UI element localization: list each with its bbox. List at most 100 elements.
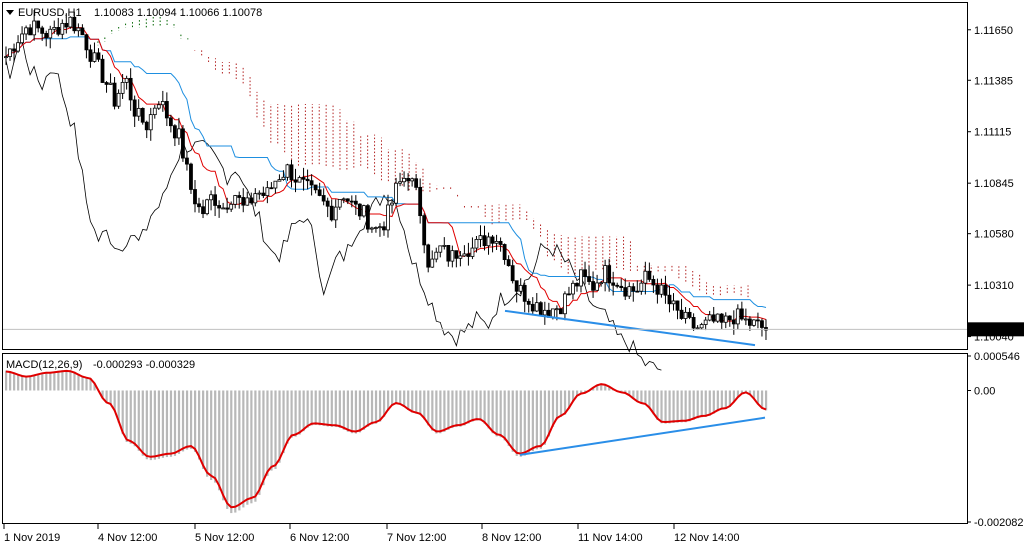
candle-body: [723, 315, 728, 323]
tenkan-sen: [5, 27, 767, 322]
candle-body: [257, 192, 262, 195]
candle-body: [611, 282, 616, 286]
histogram-bar: [49, 371, 52, 391]
histogram-bar: [278, 390, 281, 463]
histogram-bar: [141, 390, 144, 456]
histogram-bar: [684, 390, 687, 423]
macd-layer: [5, 369, 768, 514]
histogram-bar: [559, 390, 563, 418]
histogram-bar: [330, 390, 333, 427]
candle-body: [522, 284, 527, 302]
candle-body: [144, 121, 149, 131]
histogram-bar: [37, 373, 40, 391]
histogram-bar: [105, 390, 108, 404]
histogram-bar: [262, 390, 265, 486]
histogram-bar: [133, 390, 136, 447]
candle-body: [177, 128, 181, 139]
histogram-bar: [69, 370, 72, 391]
candle-body: [687, 311, 692, 318]
histogram-bar: [567, 390, 571, 409]
histogram-bar: [660, 390, 663, 424]
candle-body: [394, 182, 398, 204]
price-tick-label: 1.11115: [974, 127, 1011, 139]
histogram-bar: [608, 386, 611, 391]
candle-body: [482, 235, 487, 247]
candle-body: [229, 203, 234, 210]
histogram-bar: [495, 390, 498, 437]
axis-layer: 1.10078 1.11650 1.11385 1.11115 1.10845 1.105…: [3, 25, 1024, 544]
histogram-bar: [370, 390, 374, 425]
candle-body: [80, 27, 85, 36]
candle-body: [201, 206, 205, 215]
histogram-bar: [250, 390, 253, 504]
candle-body: [619, 285, 624, 288]
histogram-bar: [282, 390, 285, 454]
candle-body: [76, 27, 81, 32]
macd-tick-label: 0.00: [974, 385, 995, 397]
histogram-bar: [17, 373, 20, 391]
candle-body: [595, 282, 599, 291]
candle-body: [502, 244, 507, 261]
histogram-bar: [676, 390, 679, 423]
macd-trendline: [519, 416, 766, 456]
candle-body: [225, 207, 230, 210]
ohlc-values: 1.10083 1.10094 1.10066 1.10078: [94, 7, 262, 19]
histogram-bar: [338, 390, 341, 428]
candle-body: [474, 239, 479, 249]
candle-body: [679, 309, 684, 319]
time-tick-label: 4 Nov 12:00: [98, 532, 157, 544]
histogram-bar: [314, 390, 317, 426]
candle-body: [221, 207, 226, 210]
candle-body: [349, 200, 354, 203]
histogram-bar: [382, 390, 386, 417]
histogram-bar: [153, 390, 156, 460]
histogram-bar: [736, 390, 740, 398]
time-tick-label: 1 Nov 2019: [4, 532, 60, 544]
current-price-label: 1.10078: [972, 324, 1012, 336]
candle-body: [735, 308, 740, 325]
histogram-bar: [563, 390, 567, 415]
candle-body: [156, 104, 161, 109]
candle-body: [293, 179, 298, 183]
candle-body: [217, 205, 222, 209]
kijun-sen: [5, 36, 767, 308]
candle-body: [647, 270, 652, 280]
histogram-bar: [206, 390, 209, 477]
candle-body: [563, 293, 567, 315]
histogram-bar: [551, 390, 555, 427]
candle-body: [510, 265, 515, 282]
candle-body: [530, 303, 535, 312]
histogram-bar: [415, 390, 418, 414]
candle-body: [655, 284, 660, 295]
candle-body: [486, 236, 491, 247]
histogram-bar: [483, 390, 486, 424]
histogram-bar: [342, 390, 345, 430]
histogram-bar: [728, 390, 731, 407]
histogram-bar: [696, 390, 699, 419]
time-tick-label: 11 Nov 14:00: [578, 532, 643, 544]
candle-body: [52, 27, 57, 30]
candle-body: [305, 178, 310, 182]
histogram-bar: [596, 385, 599, 391]
histogram-bar: [298, 390, 301, 435]
histogram-bar: [222, 390, 225, 501]
symbol-dropdown-icon[interactable]: [6, 10, 14, 15]
candle-body: [152, 107, 157, 116]
histogram-bar: [117, 390, 120, 423]
histogram-bar: [423, 390, 426, 420]
histogram-bar: [109, 390, 112, 405]
candle-body: [108, 82, 113, 85]
candle-body: [353, 200, 358, 205]
histogram-bar: [29, 375, 32, 391]
histogram-bar: [571, 390, 575, 402]
candle-body: [518, 284, 523, 292]
candle-body: [559, 308, 563, 315]
candle-body: [193, 189, 197, 205]
candle-body: [72, 16, 77, 32]
candle-body: [591, 281, 595, 291]
histogram-bar: [85, 377, 88, 391]
histogram-bar: [189, 390, 193, 449]
histogram-bar: [391, 390, 394, 406]
histogram-bar: [73, 371, 76, 391]
histogram-bar: [427, 390, 430, 426]
